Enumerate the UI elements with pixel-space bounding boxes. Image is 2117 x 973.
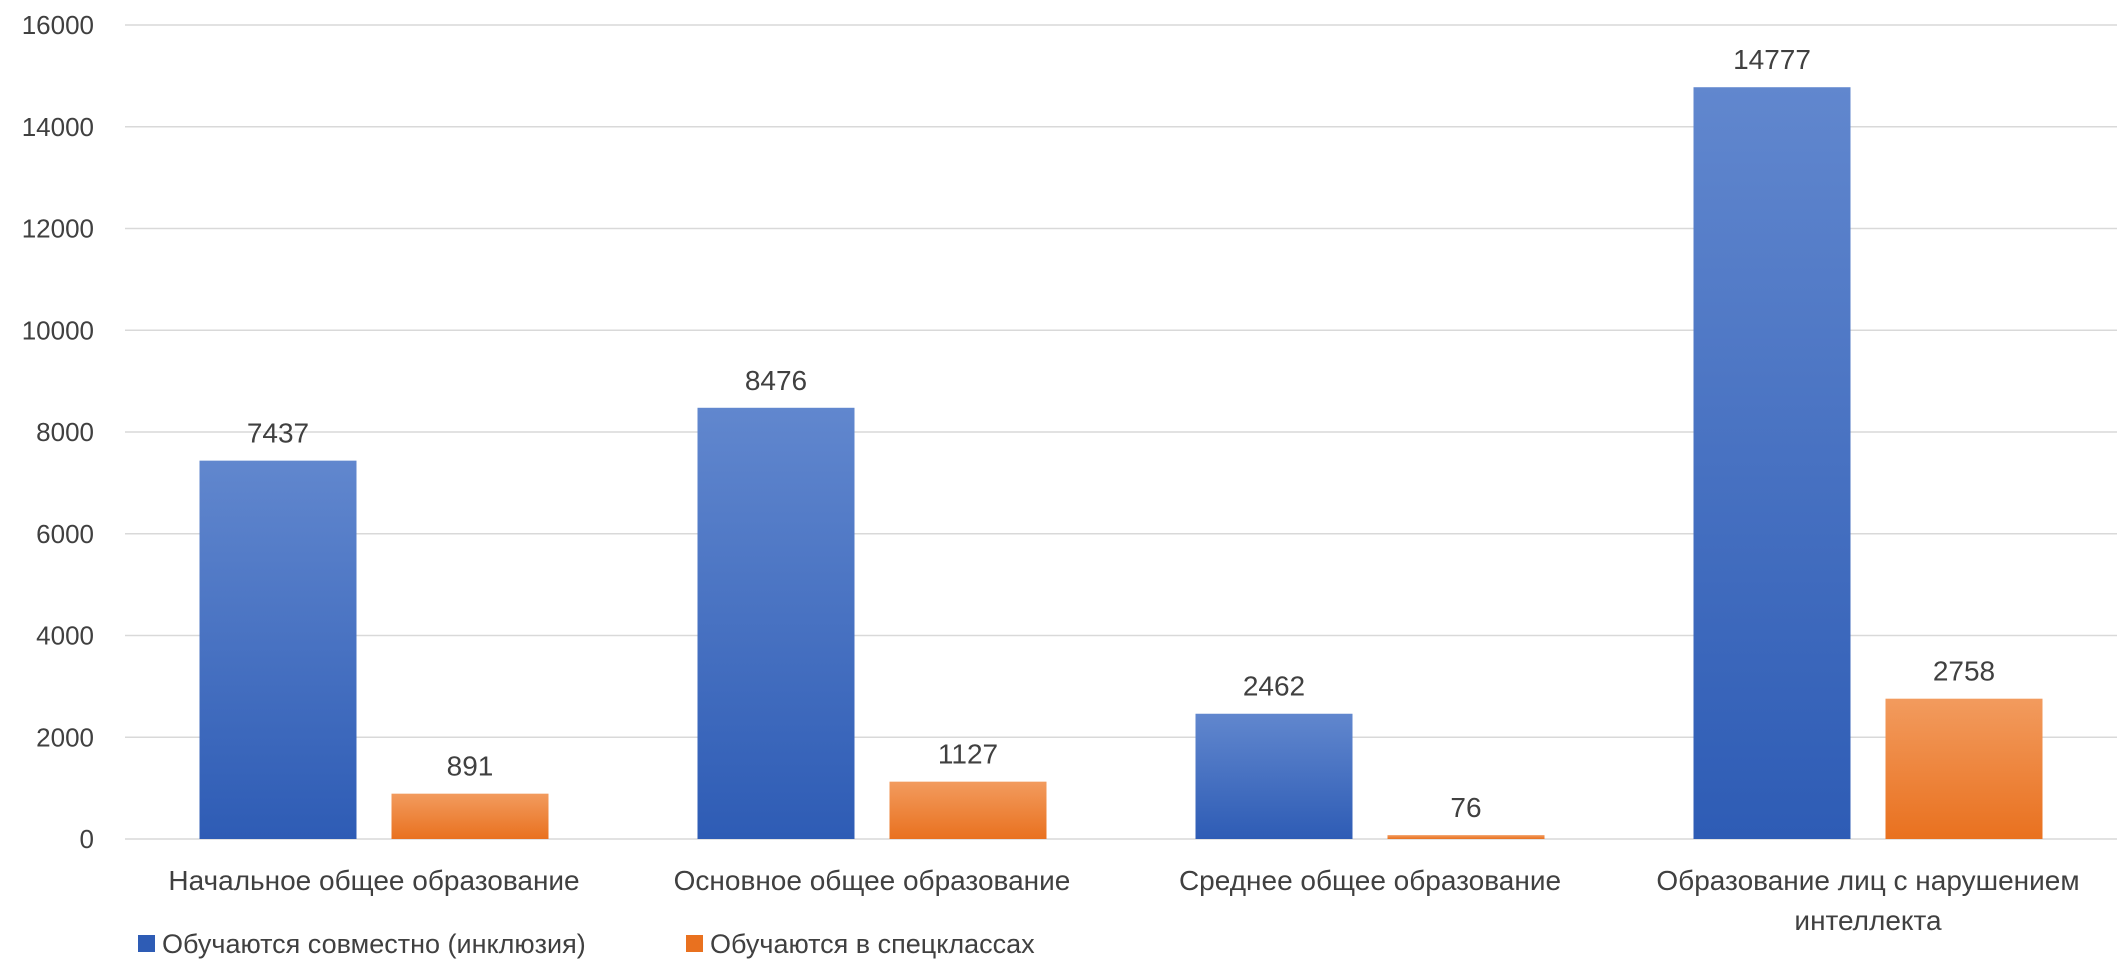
data-labels: 7437 891 8476 1127 2462 76 14777 2758 — [247, 44, 1995, 823]
legend: Обучаются совместно (инклюзия) Обучаются … — [138, 929, 1035, 959]
y-tick-label: 2000 — [36, 722, 94, 752]
data-label: 2462 — [1243, 671, 1305, 702]
x-category-label: Основное общее образование — [674, 865, 1071, 896]
y-tick-label: 14000 — [22, 112, 94, 142]
legend-item: Обучаются совместно (инклюзия) — [138, 929, 586, 959]
data-label: 76 — [1450, 792, 1481, 823]
data-label: 8476 — [745, 365, 807, 396]
data-label: 1127 — [938, 739, 998, 770]
bar-inclusion — [199, 460, 357, 839]
legend-label: Обучаются в спецклассах — [710, 929, 1035, 959]
bar-inclusion — [1195, 713, 1353, 839]
data-label: 2758 — [1933, 656, 1995, 687]
data-label: 7437 — [247, 418, 309, 449]
bar-special-classes — [1885, 698, 2043, 839]
y-tick-label: 0 — [80, 824, 94, 854]
bar-inclusion — [1693, 87, 1851, 840]
y-tick-label: 12000 — [22, 214, 94, 244]
bar-inclusion — [697, 407, 855, 839]
x-category-label: Образование лиц с нарушением интеллекта — [1656, 865, 2079, 936]
y-tick-label: 4000 — [36, 621, 94, 651]
bar-special-classes — [391, 793, 549, 839]
y-axis-ticks: 0 2000 4000 6000 8000 10000 12000 14000 16000 — [22, 10, 94, 854]
y-tick-label: 10000 — [22, 315, 94, 345]
legend-swatch — [138, 935, 155, 952]
gridlines — [125, 24, 2117, 840]
legend-item: Обучаются в спецклассах — [686, 929, 1035, 959]
y-tick-label: 16000 — [22, 10, 94, 40]
y-tick-label: 6000 — [36, 519, 94, 549]
data-label: 891 — [447, 751, 494, 782]
y-tick-label: 8000 — [36, 417, 94, 447]
data-label: 14777 — [1733, 44, 1811, 75]
x-axis-categories: Начальное общее образование Основное обще… — [168, 865, 2079, 936]
x-category-label: Среднее общее образование — [1179, 865, 1561, 896]
bars — [199, 87, 2043, 840]
legend-swatch — [686, 935, 703, 952]
bar-special-classes — [889, 781, 1047, 839]
x-category-label: Начальное общее образование — [168, 865, 579, 896]
bar-special-classes — [1387, 835, 1545, 839]
legend-label: Обучаются совместно (инклюзия) — [162, 929, 586, 959]
